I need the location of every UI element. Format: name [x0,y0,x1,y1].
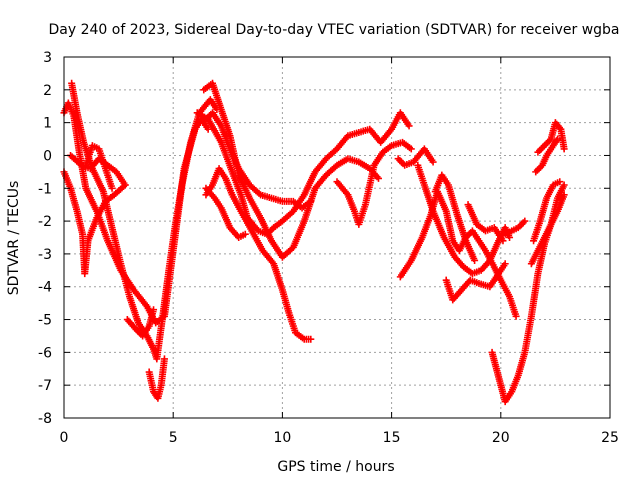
series-track-13 [333,138,415,228]
series-track-17 [442,260,509,304]
data-point [405,122,413,130]
x-axis-label: GPS time / hours [277,459,394,475]
data-point [374,174,382,182]
data-point [534,148,542,156]
data-point [307,197,315,205]
plot-frame [63,56,611,419]
data-point [160,355,168,363]
y-tick-label: -7 [38,378,52,394]
data-point [150,306,158,314]
series-track-14 [394,145,437,169]
series-track-19 [464,201,507,245]
series-track-12 [202,184,249,241]
data-point [560,181,568,189]
y-tick-label: -4 [38,280,52,296]
series-track-2 [68,79,221,363]
data-point [518,220,526,228]
x-tick-label: 25 [601,430,619,446]
data-point [521,217,529,225]
data-point [556,178,564,186]
y-tick-label: -3 [38,247,52,263]
data-point [407,145,415,153]
y-tick-label: 3 [43,50,52,66]
series-track-21 [501,217,529,238]
data-point [535,165,543,173]
series-track-11 [202,165,315,343]
data-point [532,168,540,176]
series-track-6 [123,306,158,340]
data-point [394,155,402,163]
series-track-10 [202,109,315,212]
data-point [539,143,547,151]
data-point [499,237,507,245]
series-track-22 [530,178,564,245]
x-tick-label: 10 [273,430,291,446]
data-point [501,260,509,268]
data-point [542,140,550,148]
y-tick-label: 2 [43,83,52,99]
tick-labels: 0 5 10 15 20 25 -8 -7 -6 -5 -4 -3 -2 -1 0 1 2 3 [38,50,619,446]
y-tick-label: -2 [38,214,52,230]
series-track-23 [534,119,568,156]
data-point [533,166,541,174]
data-point [307,335,315,343]
data-point [241,230,249,238]
series-track-7 [145,355,168,402]
data-point [560,145,568,153]
y-axis-label: SDTVAR / TECUs [6,181,22,296]
data-point [560,191,568,199]
series-track-5 [82,142,116,192]
data-point [537,145,545,153]
data-point [121,181,129,189]
y-tick-label: -8 [38,411,52,427]
x-tick-label: 0 [60,430,69,446]
data-point [399,160,407,168]
x-tick-label: 15 [383,430,401,446]
data-point [519,219,527,227]
y-tick-label: 1 [43,116,52,132]
chart-title: Day 240 of 2023, Sidereal Day-to-day VTE… [48,22,619,38]
x-tick-label: 20 [492,430,510,446]
data-point [396,156,404,164]
x-tick-label: 5 [169,430,178,446]
series-track-16 [414,161,514,278]
series-track-8 [200,79,382,261]
series-track-20 [488,181,568,406]
data-point [471,256,479,264]
series-track-18 [431,171,479,264]
grid-lines [64,57,610,418]
series-track-25 [527,191,568,268]
data-point [536,147,544,155]
data-points [60,79,568,406]
data-point [554,135,562,143]
data-point [540,142,548,150]
data-point [544,138,552,146]
data-point [429,158,437,166]
y-tick-label: -5 [38,313,52,329]
series-track-24 [532,135,562,176]
y-tick-label: -6 [38,345,52,361]
data-point [512,312,520,320]
y-tick-label: 0 [43,148,52,164]
axis-ticks [63,56,611,419]
y-tick-label: -1 [38,181,52,197]
data-point [108,184,116,192]
